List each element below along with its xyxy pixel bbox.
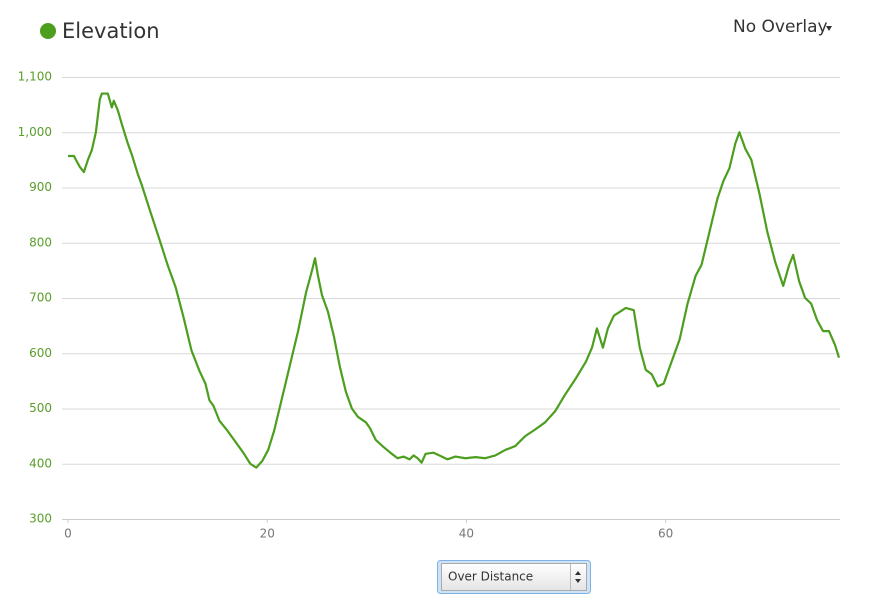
y-tick-label: 900	[29, 180, 52, 194]
x-tick-label: 20	[260, 527, 275, 541]
y-tick-label: 600	[29, 346, 52, 360]
x-tick-label: 60	[658, 527, 673, 541]
y-tick-label: 700	[29, 291, 52, 305]
select-box	[441, 563, 587, 591]
y-tick-label: 300	[29, 512, 52, 526]
legend-label: Elevation	[62, 19, 160, 43]
select-arrows	[575, 571, 581, 583]
overlay-menu[interactable]: No Overlay	[733, 17, 828, 37]
legend-swatch	[40, 23, 56, 39]
select-label: Over Distance	[448, 570, 533, 584]
y-tick-label: 500	[29, 401, 52, 415]
y-tick-label: 800	[29, 235, 52, 249]
x-tick-label: 40	[459, 527, 474, 541]
elevation-line	[67, 92, 841, 469]
y-tick-label: 1,000	[18, 125, 52, 139]
x-mode-select[interactable]: Over Distance	[437, 560, 591, 594]
dropdown-arrow	[826, 26, 832, 31]
y-tick-label: 400	[29, 456, 52, 470]
y-tick-label: 1,100	[18, 70, 52, 84]
x-tick-label: 0	[64, 527, 72, 541]
